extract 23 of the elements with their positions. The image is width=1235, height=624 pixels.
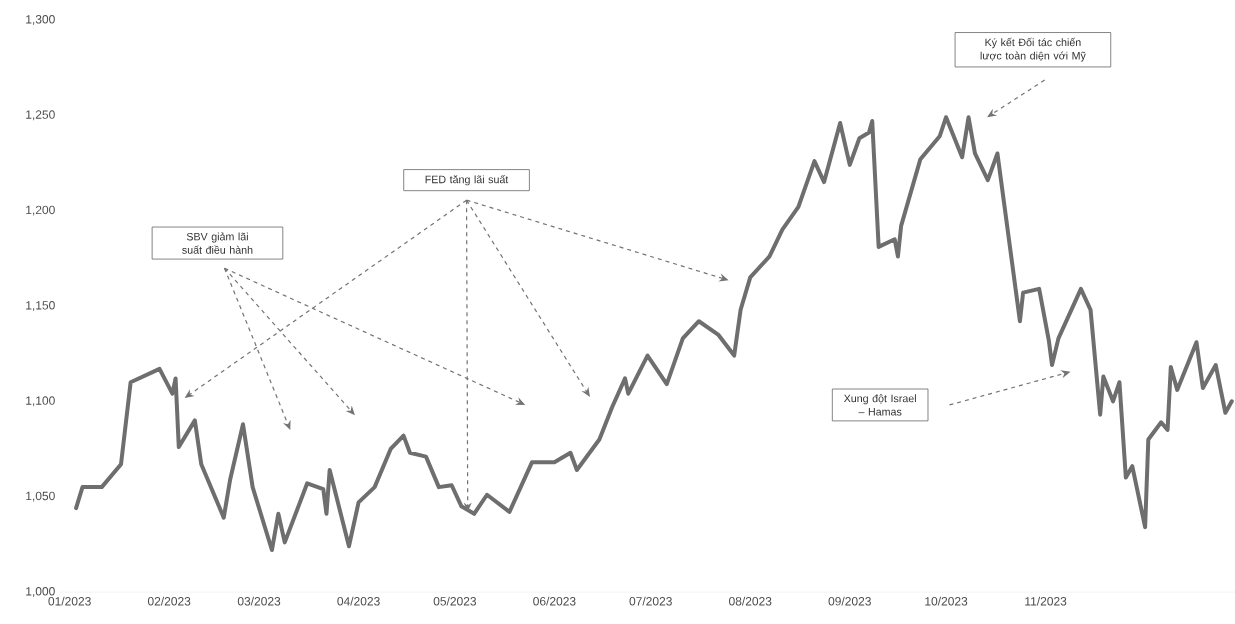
y-tick-label: 1,000 bbox=[26, 587, 55, 597]
x-tick-label: 08/2023 bbox=[729, 596, 772, 606]
y-tick-label: 1,250 bbox=[26, 110, 55, 121]
y-tick-label: 1,150 bbox=[26, 301, 55, 311]
annotation: SBV giảm lãi suất điều hành bbox=[182, 232, 253, 254]
line-series bbox=[74, 115, 1234, 553]
x-tick-label: 01/2023 bbox=[48, 596, 91, 606]
y-tick-label: 1,100 bbox=[26, 396, 55, 407]
y-tick-label: 1,050 bbox=[26, 491, 55, 502]
annotation: Xung đột Israel – Hamas bbox=[843, 394, 916, 416]
x-tick-label: 10/2023 bbox=[925, 596, 968, 606]
y-tick-label: 1,300 bbox=[26, 15, 55, 25]
x-tick-label: 04/2023 bbox=[337, 596, 380, 606]
y-tick-label: 1,200 bbox=[26, 205, 55, 216]
x-tick-label: 09/2023 bbox=[828, 596, 871, 606]
annotation: FED tăng lãi suất bbox=[425, 174, 509, 186]
x-tick-label: 02/2023 bbox=[147, 596, 191, 606]
x-tick-label: 07/2023 bbox=[629, 596, 672, 606]
x-tick-label: 06/2023 bbox=[533, 596, 576, 606]
x-tick-label: 03/2023 bbox=[237, 596, 281, 606]
annotation: Ký kết Đối tác chiến lược toàn diện với Mỹ bbox=[980, 37, 1086, 62]
x-tick-label: 05/2023 bbox=[433, 596, 477, 606]
x-tick-label: 11/2023 bbox=[1025, 596, 1067, 606]
